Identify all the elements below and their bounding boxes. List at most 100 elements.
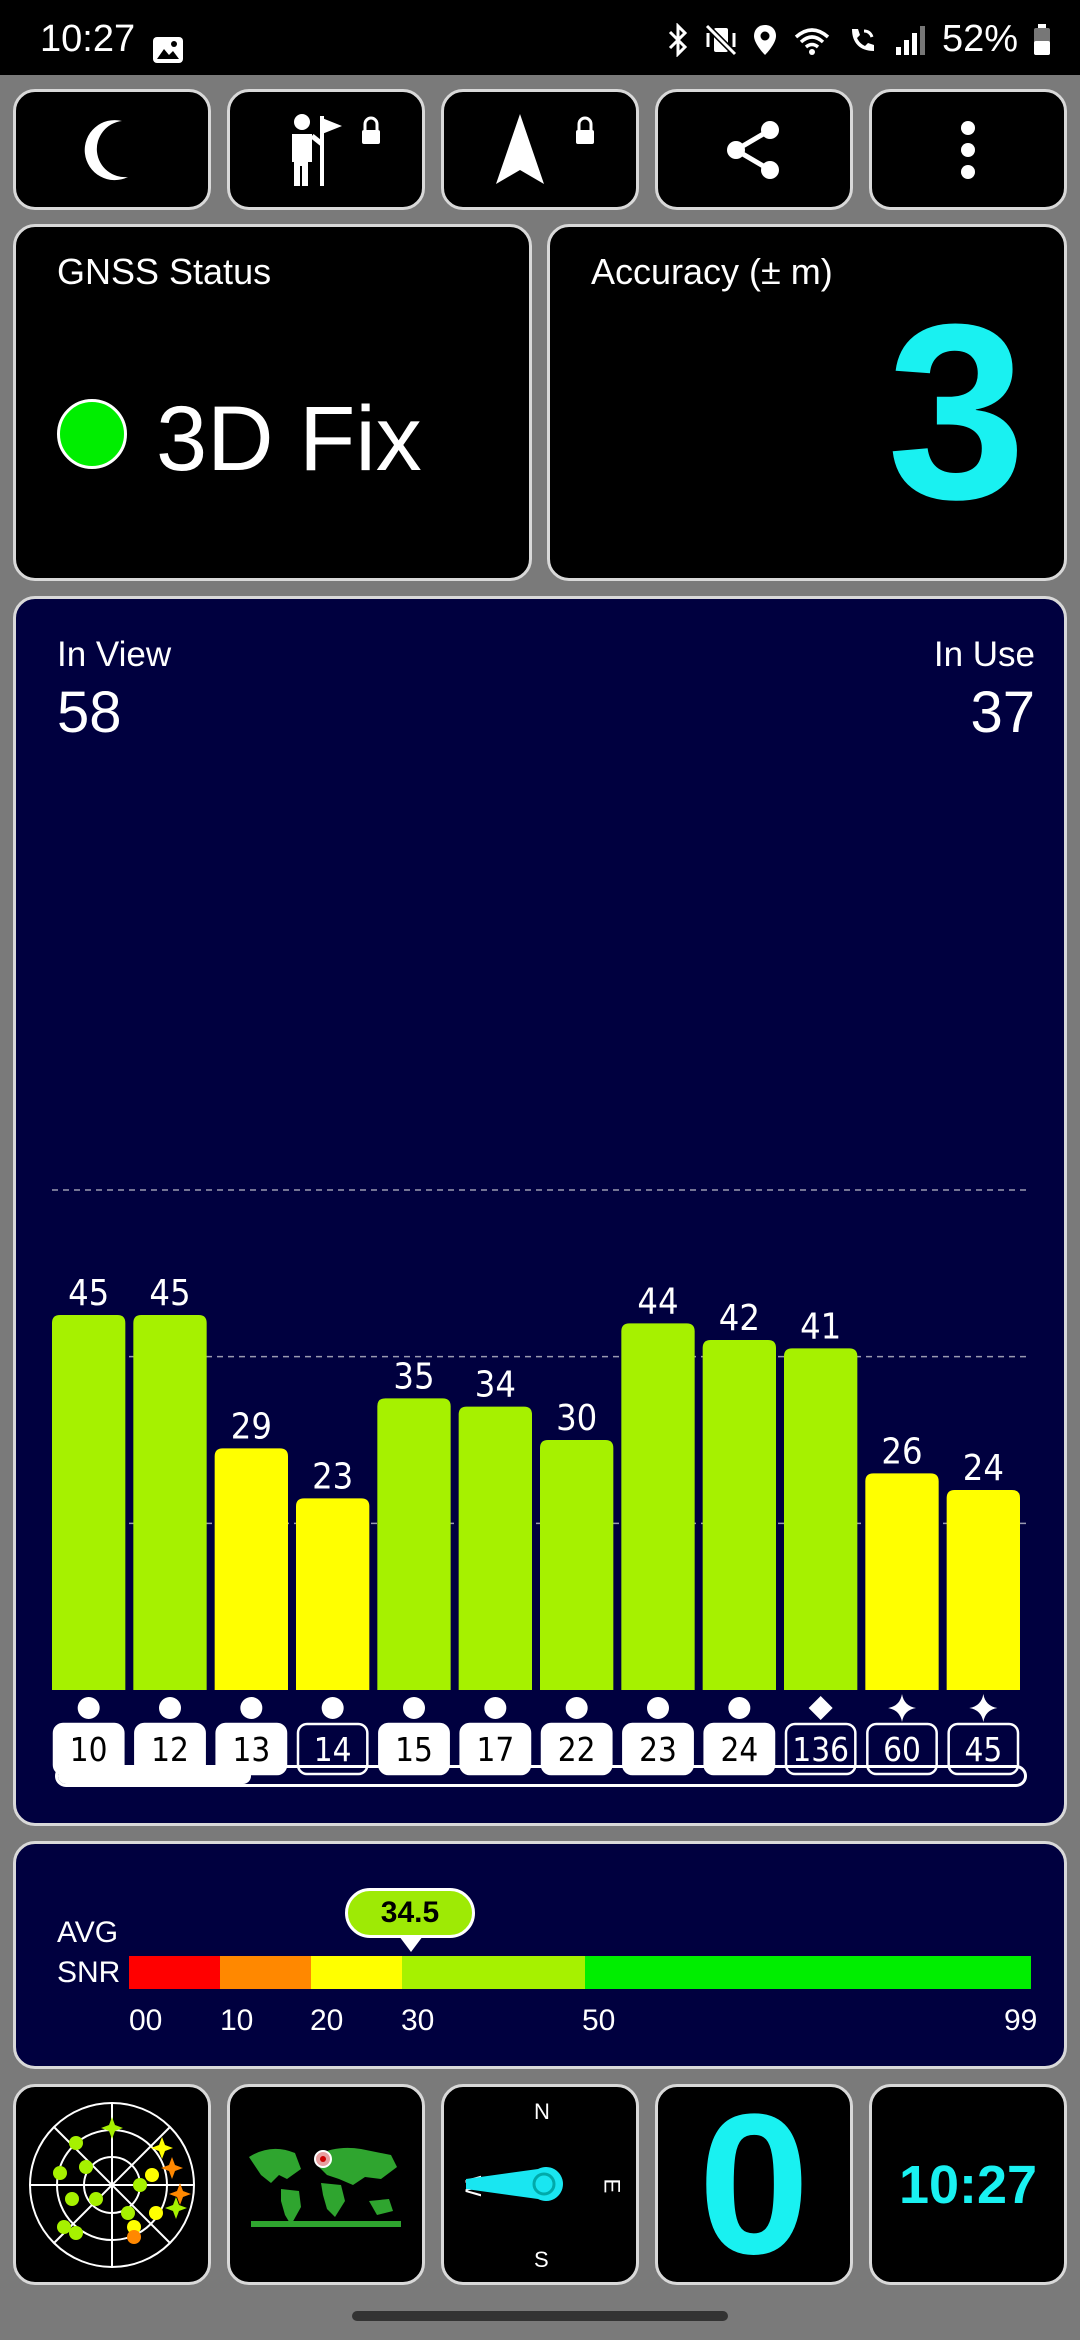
constellation-gps-icon [728, 1697, 751, 1719]
avg-snr-value: 34.5 [345, 1888, 475, 1938]
bar-value-label: 41 [800, 1306, 841, 1347]
more-options-button[interactable] [869, 89, 1067, 210]
snr-scale-bar [129, 1956, 1031, 1989]
signal-bar [621, 1323, 695, 1690]
battery-percent: 52% [941, 18, 1018, 60]
signal-bar-chart: 45 10 45 12 29 13 23 14 35 15 34 17 30 22 44 23 42 24 41 13… [52, 1189, 1028, 1776]
in-view-count: 58 [57, 680, 122, 745]
compass-north: N [534, 2099, 550, 2124]
constellation-gps-icon [647, 1697, 669, 1719]
accuracy-value: 3 [886, 272, 1026, 551]
status-time: 10:27 [40, 18, 136, 60]
constellation-gps-icon [77, 1697, 100, 1719]
satellite-id-badge [703, 1722, 776, 1776]
bar-value-label: 42 [719, 1298, 760, 1339]
speed-value: 0 [698, 2084, 810, 2285]
satellite-id-badge [784, 1722, 857, 1776]
satellite-id-badge [459, 1722, 532, 1776]
satellite-id-badge [296, 1722, 369, 1776]
speed-tile[interactable]: 0 [655, 2084, 853, 2285]
location-icon [753, 24, 776, 55]
signal-bar [784, 1348, 858, 1690]
night-mode-button[interactable] [13, 89, 211, 210]
snr-scale-segment [129, 1956, 221, 1989]
gnss-status-title: GNSS Status [57, 251, 272, 292]
world-map-tile[interactable] [227, 2084, 425, 2285]
signal-bar [377, 1398, 451, 1690]
bar-value-label: 44 [637, 1281, 678, 1322]
in-use-count: 37 [970, 680, 1035, 745]
constellation-star-icon [888, 1694, 916, 1722]
clock-value: 10:27 [898, 2154, 1038, 2215]
share-button[interactable] [655, 89, 853, 210]
battery-icon [1034, 23, 1050, 55]
lock-icon [362, 129, 380, 144]
snr-tick: 00 [129, 2004, 163, 2037]
image-icon [153, 37, 183, 63]
gnss-status-panel: GNSS Status 3D Fix [13, 224, 532, 581]
snr-scale-segment [584, 1956, 1031, 1989]
avg-snr-panel: AVG SNR 34.5 00 10 20 30 50 99 [13, 1841, 1067, 2069]
constellation-gps-icon [321, 1697, 344, 1719]
vibrate-mute-icon [704, 23, 738, 56]
signal-bar [540, 1440, 614, 1690]
satellite-id-label: 12 [151, 1730, 189, 1769]
avg-label: AVG [57, 1916, 119, 1949]
satellite-id-label: 60 [883, 1730, 921, 1769]
snr-tick: 20 [310, 2004, 344, 2037]
accuracy-panel: Accuracy (± m) 3 [547, 224, 1067, 581]
satellite-id-badge [866, 1722, 938, 1776]
hunt-mode-button[interactable] [227, 89, 425, 210]
constellation-gps-icon [240, 1697, 263, 1719]
snr-label: SNR [57, 1956, 121, 1989]
satellite-id-label: 45 [964, 1730, 1002, 1769]
in-use-label: In Use [933, 635, 1035, 674]
satellite-signal-panel[interactable]: In View 58 In Use 37 45 10 45 12 29 13 23 14 35 1… [13, 596, 1067, 1826]
compass-tile[interactable]: N S E W [441, 2084, 639, 2285]
world-map-icon [249, 2147, 401, 2227]
signal-bar [296, 1498, 370, 1690]
skyplot-tile[interactable] [13, 2084, 211, 2285]
snr-tick: 50 [582, 2004, 616, 2037]
satellite-id-label: 15 [395, 1730, 433, 1769]
satellite-id-label: 24 [720, 1730, 758, 1769]
bar-value-label: 45 [149, 1273, 190, 1314]
constellation-gps-icon [159, 1697, 181, 1719]
person-flag-icon [292, 113, 380, 186]
fix-status-text: 3D Fix [156, 388, 422, 490]
lock-icon [576, 129, 594, 144]
constellation-beidou-icon [808, 1696, 833, 1720]
fix-indicator-dot [57, 399, 127, 469]
signal-bar [946, 1490, 1020, 1690]
signal-bar [865, 1473, 939, 1690]
chart-scrollbar[interactable] [55, 1765, 1027, 1787]
constellation-star-icon [969, 1694, 998, 1722]
satellite-id-badge [540, 1722, 613, 1776]
wifi-calling-icon [851, 28, 874, 51]
bar-value-label: 23 [312, 1456, 353, 1497]
bluetooth-icon [668, 22, 688, 57]
signal-bar [458, 1406, 532, 1690]
constellation-gps-icon [484, 1697, 507, 1719]
snr-scale-segment [220, 1956, 312, 1989]
bar-value-label: 35 [393, 1356, 434, 1397]
satellite-id-label: 17 [476, 1730, 514, 1769]
chart-scrollbar-thumb[interactable] [58, 1768, 252, 1784]
satellite-id-label: 13 [232, 1730, 270, 1769]
compass-south: S [534, 2247, 549, 2272]
satellite-id-label: 10 [70, 1730, 108, 1769]
compass-needle-icon [466, 2167, 563, 2201]
satellite-id-label: 23 [639, 1730, 677, 1769]
signal-bar [133, 1315, 207, 1690]
clock-tile[interactable]: 10:27 [869, 2084, 1067, 2285]
bar-value-label: 34 [475, 1365, 516, 1406]
more-vert-icon [961, 120, 975, 179]
home-indicator[interactable] [352, 2311, 728, 2321]
wifi-icon [794, 27, 830, 55]
share-icon [727, 120, 779, 179]
satellite-id-badge [378, 1722, 450, 1776]
snr-tick: 99 [1004, 2004, 1038, 2037]
navigation-button[interactable] [441, 89, 639, 210]
bar-value-label: 26 [881, 1431, 922, 1472]
satellite-id-badge [622, 1722, 694, 1776]
